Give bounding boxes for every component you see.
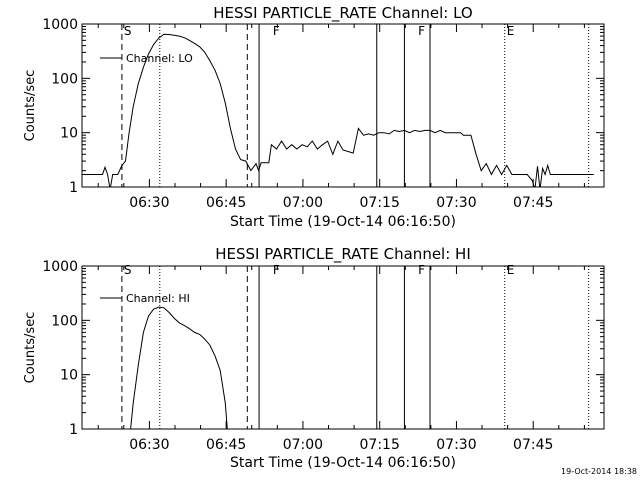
panel1-y-tick-label-1: 10: [60, 126, 78, 142]
panel2-frame: [81, 265, 605, 430]
panel2-legend-label: Channel: HI: [126, 292, 190, 305]
panel1-flag-label-1: F: [273, 24, 280, 38]
panel2-x-tick-label-3: 07:15: [360, 437, 400, 453]
panel1-x-axis-label: Start Time (19-Oct-14 06:16:50): [230, 214, 456, 230]
panel2-y-axis-label: Counts/sec: [23, 312, 38, 384]
panel1-y-tick-label-0: 1: [69, 180, 78, 196]
panel2-x-tick-label-0: 06:30: [129, 437, 169, 453]
timestamp-label: 19-Oct-2014 18:38: [561, 467, 637, 476]
panel2-flag-label-1: F: [273, 263, 280, 277]
panel1-legend-label: Channel: LO: [126, 52, 193, 65]
panel2-x-axis-label: Start Time (19-Oct-14 06:16:50): [230, 455, 456, 471]
panel1-frame: [81, 23, 605, 188]
panel1-x-tick-label-1: 06:45: [206, 195, 246, 211]
panel1-x-tick-label-3: 07:15: [360, 195, 400, 211]
panel2-x-tick-label-2: 07:00: [283, 437, 323, 453]
panel1-flag-label-0: S: [124, 24, 132, 38]
panel2-y-tick-label-3: 1000: [42, 259, 78, 275]
panel2-y-tick-label-1: 10: [60, 368, 78, 384]
panel2-x-tick-label-1: 06:45: [206, 437, 246, 453]
panel1-title: HESSI PARTICLE_RATE Channel: LO: [213, 4, 472, 23]
panel2-y-tick-label-0: 1: [69, 422, 78, 438]
panel1-y-axis-label: Counts/sec: [23, 70, 38, 142]
panel2-flag-label-3: E: [507, 263, 515, 277]
panel1-y-tick-label-2: 100: [51, 71, 78, 87]
panel1-x-tick-label-0: 06:30: [129, 195, 169, 211]
panel2-y-tick-label-2: 100: [51, 313, 78, 329]
panel1-x-tick-label-5: 07:45: [513, 195, 553, 211]
panel2-flag-label-2: F: [418, 263, 425, 277]
panel2-title: HESSI PARTICLE_RATE Channel: HI: [215, 245, 471, 264]
panel2-flag-label-0: S: [124, 263, 132, 277]
panel1-y-tick-label-3: 1000: [42, 17, 78, 33]
panel2-x-tick-label-5: 07:45: [513, 437, 553, 453]
panel2-series-line-0: [130, 306, 228, 429]
panel1-series-line-0: [82, 33, 594, 187]
panel2-x-tick-label-4: 07:30: [436, 437, 476, 453]
panel1-x-tick-label-4: 07:30: [436, 195, 476, 211]
panel1-flag-label-3: E: [507, 24, 515, 38]
panel1-x-tick-label-2: 07:00: [283, 195, 323, 211]
panel1-flag-label-2: F: [418, 24, 425, 38]
